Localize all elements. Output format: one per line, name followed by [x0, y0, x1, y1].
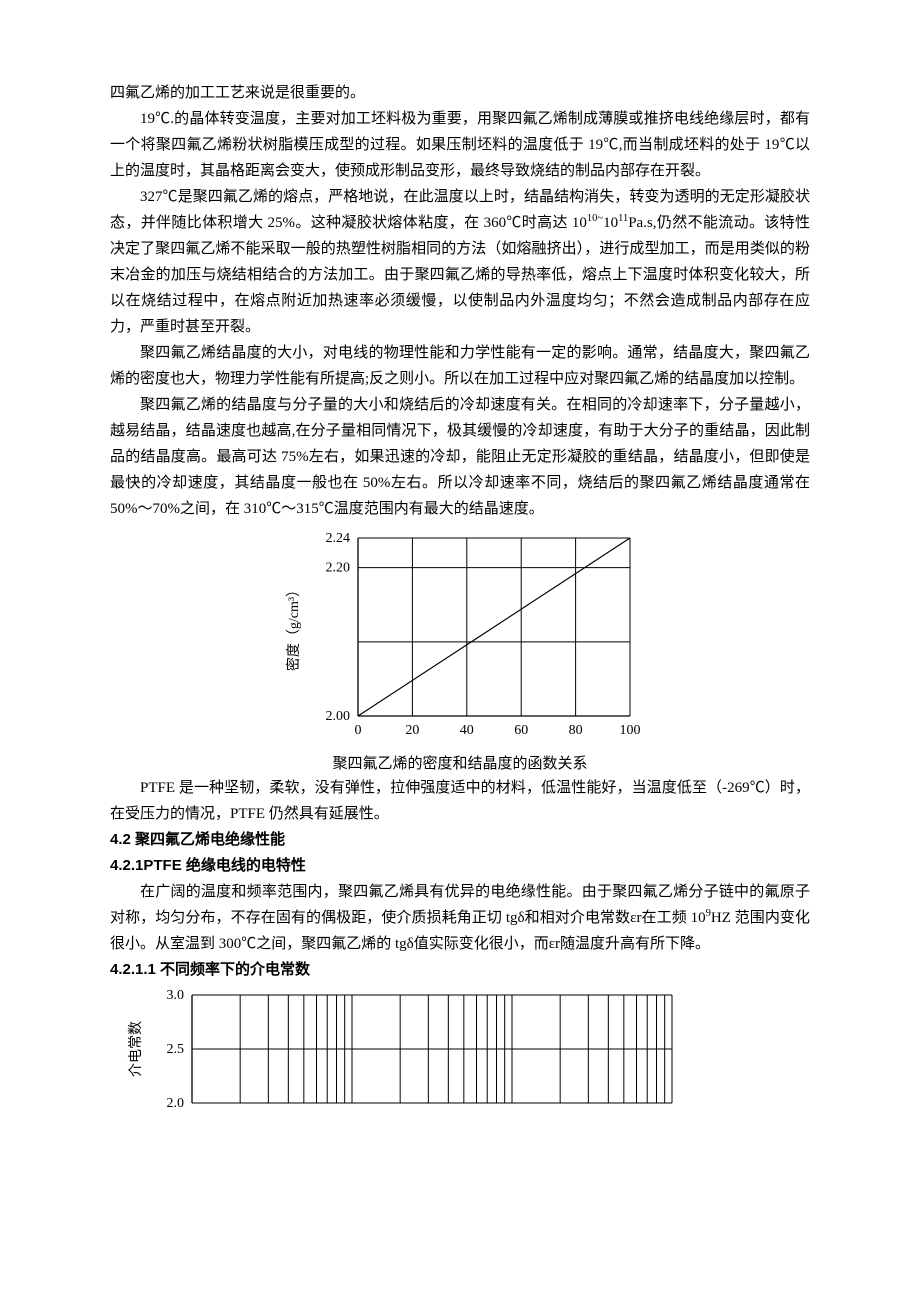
paragraph: 聚四氟乙烯的结晶度与分子量的大小和烧结后的冷却速度有关。在相同的冷却速率下，分子…: [110, 392, 810, 522]
chart-caption: 聚四氟乙烯的密度和结晶度的函数关系: [332, 752, 587, 773]
svg-text:2.24: 2.24: [326, 531, 351, 546]
chart-dielectric-constant: 2.0 2.5 3.0 介电常数: [110, 989, 820, 1109]
svg-text:60: 60: [514, 723, 528, 738]
paragraph: 19℃.的晶体转变温度，主要对加工坯料极为重要，用聚四氟乙烯制成薄膜或推挤电线绝…: [110, 106, 810, 184]
svg-text:2.20: 2.20: [326, 561, 351, 576]
paragraph: 四氟乙烯的加工工艺来说是很重要的。: [110, 80, 810, 106]
superscript: 11: [618, 213, 628, 224]
superscript: 10~: [587, 213, 603, 224]
paragraph: 327℃是聚四氟乙烯的熔点，严格地说，在此温度以上时，结晶结构消失，转变为透明的…: [110, 184, 810, 340]
paragraph: 在广阔的温度和频率范围内，聚四氟乙烯具有优异的电绝缘性能。由于聚四氟乙烯分子链中…: [110, 879, 810, 957]
svg-text:（结晶度百分数）: （结晶度百分数）: [636, 722, 640, 738]
svg-text:80: 80: [569, 723, 583, 738]
chart-density-crystallinity: 2.002.202.24020406080100（结晶度百分数）密度（g/cm³…: [110, 528, 810, 773]
svg-text:20: 20: [405, 723, 419, 738]
chart-svg: 2.0 2.5 3.0 介电常数: [120, 989, 680, 1109]
chart-svg: 2.002.202.24020406080100（结晶度百分数）密度（g/cm³…: [280, 528, 640, 748]
svg-text:2.5: 2.5: [167, 1042, 185, 1057]
svg-text:2.0: 2.0: [167, 1096, 185, 1109]
svg-text:40: 40: [460, 723, 474, 738]
svg-text:密度（g/cm³）: 密度（g/cm³）: [285, 583, 302, 671]
svg-text:0: 0: [355, 723, 362, 738]
heading-4-2-1: 4.2.1PTFE 绝缘电线的电特性: [110, 853, 810, 879]
svg-text:介电常数: 介电常数: [128, 1021, 144, 1077]
paragraph: PTFE 是一种坚韧，柔软，没有弹性，拉伸强度适中的材料，低温性能好，当温度低至…: [110, 775, 810, 827]
text-run: 在广阔的温度和频率范围内，聚四氟乙烯具有优异的电绝缘性能。由于聚四氟乙烯分子链中…: [110, 884, 810, 926]
svg-text:3.0: 3.0: [167, 989, 185, 1003]
page-body: 四氟乙烯的加工工艺来说是很重要的。 19℃.的晶体转变温度，主要对加工坯料极为重…: [0, 0, 920, 1151]
heading-4-2: 4.2 聚四氟乙烯电绝缘性能: [110, 827, 810, 853]
svg-text:2.00: 2.00: [326, 709, 351, 724]
heading-4-2-1-1: 4.2.1.1 不同频率下的介电常数: [110, 957, 810, 983]
paragraph: 聚四氟乙烯结晶度的大小，对电线的物理性能和力学性能有一定的影响。通常，结晶度大，…: [110, 340, 810, 392]
text-run: Pa.s,仍然不能流动。该特性决定了聚四氟乙烯不能采取一般的热塑性树脂相同的方法…: [110, 215, 810, 335]
text-run: 10: [603, 215, 618, 231]
